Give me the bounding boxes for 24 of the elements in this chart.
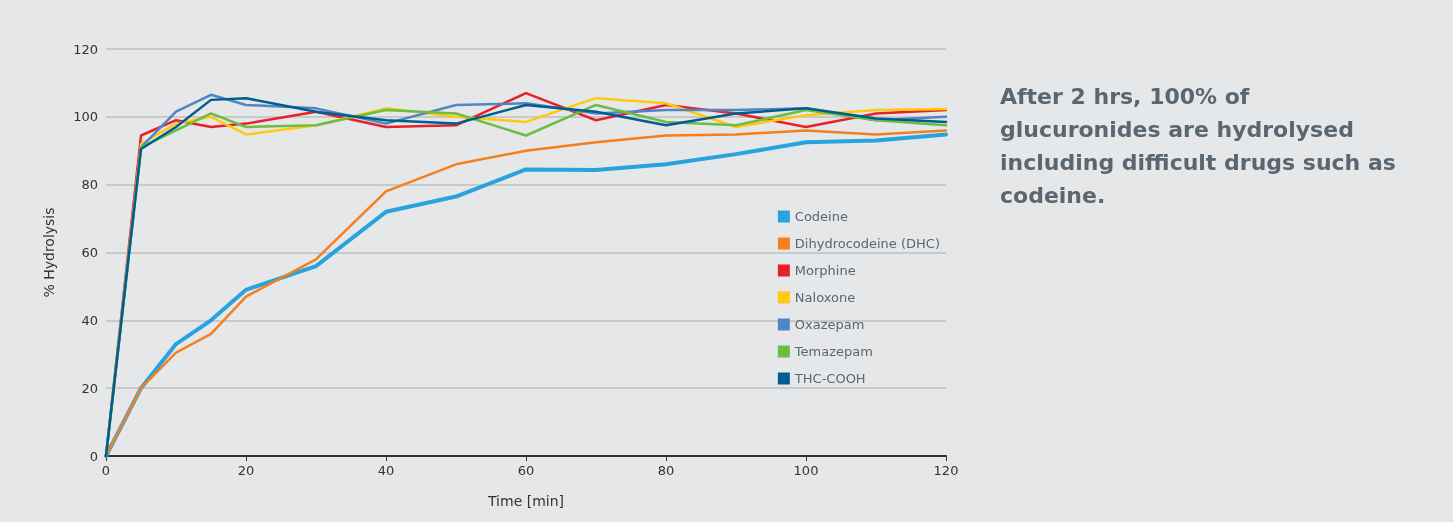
y-tick-label: 60 [81,245,98,260]
y-axis-title: % Hydrolysis [41,207,57,298]
y-tick-label: 40 [81,312,98,328]
legend-label: Temazepam [793,344,873,359]
x-tick-label: 120 [933,463,959,478]
y-tick-label: 0 [89,448,98,464]
y-tick-label: 120 [73,41,98,57]
legend-label: Oxazepam [794,317,865,332]
legend-label: Naloxone [794,290,856,305]
x-tick-label: 60 [517,463,535,478]
x-tick-label: 40 [377,463,395,478]
x-axis-title: Time [min] [486,493,565,509]
legend-label: Dihydrocodeine (DHC) [794,236,941,251]
text: After 2 hrs, 100% of glucuronides are hydrolysed including difficult drugs such as codeine. [1000,83,1397,210]
y-tick-label: 100 [73,109,98,125]
x-tick-label: 100 [793,463,819,478]
y-tick-label: 20 [81,380,98,396]
legend-label: THC-COOH [793,371,866,386]
y-tick-label: 80 [81,177,98,193]
x-tick-label: 20 [237,463,255,478]
legend-label: Morphine [794,263,856,278]
x-tick-label: 0 [101,463,111,478]
x-tick-label: 80 [657,463,675,478]
legend-label: Codeine [794,209,848,224]
